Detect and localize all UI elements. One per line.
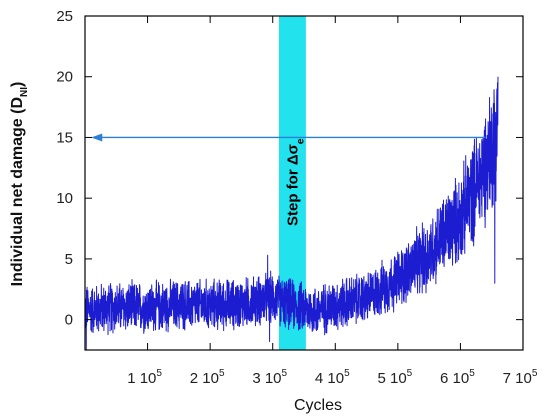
series-damage [84,76,499,351]
axis-labels: 0 5 10 15 20 25 1 105 2 105 3 105 4 105 5 105 6 105… [9,8,538,414]
x-tick-label: 3 105 [252,368,287,387]
y-tick-label: 25 [56,8,73,25]
x-axis-title: Cycles [294,397,342,414]
band-label-sub: e [295,138,306,144]
x-tick-label: 2 105 [190,368,225,387]
arrow [91,133,486,142]
x-tick-label: 7 105 [503,368,538,387]
axis-ticks [85,15,524,350]
x-tick-label: 6 105 [440,368,475,387]
x-tick-label: 5 105 [377,368,412,387]
band-label: Step for Δσe [284,138,306,226]
band-label-group: Step for Δσe [284,138,306,226]
y-tick-label: 15 [56,129,73,146]
arrow-head [91,133,103,142]
y-tick-label: 10 [56,190,73,207]
y-tick-label: 0 [65,312,73,329]
x-tick-label: 1 105 [127,368,162,387]
plot-frame [84,15,524,351]
y-axis-title: Individual net damage (DNI) [9,82,30,287]
x-tick-label: 4 105 [315,368,350,387]
y-tick-label: 20 [56,69,73,86]
y-tick-label: 5 [65,251,73,268]
band-label-main: Step for Δσ [284,144,301,226]
series-line [84,76,499,351]
